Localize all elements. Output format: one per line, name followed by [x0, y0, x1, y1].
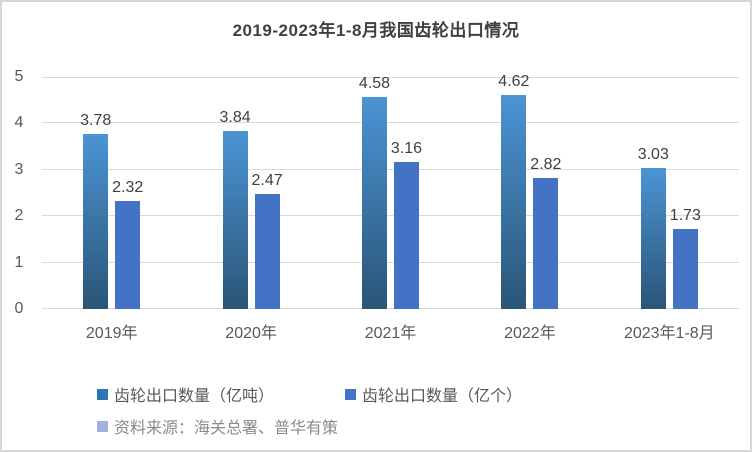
bar-group: 3.78 2.32 [42, 77, 181, 309]
x-axis: 2019年 2020年 2021年 2022年 2023年1-8月 [42, 324, 739, 344]
bar-group: 3.84 2.47 [181, 77, 320, 309]
bar-data-label: 4.58 [358, 74, 391, 92]
bar-data-label: 3.03 [637, 146, 669, 164]
y-tick-label: 2 [14, 207, 24, 225]
bar: 3.78 [80, 112, 111, 309]
source-note: 资料来源：海关总署、普华有策 [97, 414, 338, 438]
bar: 3.84 [220, 109, 251, 309]
plot-area: 3.78 2.32 3.84 2.47 4.58 3.16 4.62 2.82 3.03 1.73 [42, 73, 739, 309]
bar-group: 4.58 3.16 [321, 75, 460, 309]
gridline [42, 168, 739, 170]
chart-title: 2019-2023年1-8月我国齿轮出口情况 [232, 21, 520, 40]
gridline [42, 308, 739, 309]
x-category-label: 2022年 [504, 325, 556, 342]
gridline [42, 122, 739, 124]
x-category-label: 2023年1-8月 [623, 325, 715, 342]
bar-data-label: 4.62 [498, 72, 530, 90]
bar-data-label: 3.78 [80, 111, 112, 129]
y-tick-label: 5 [14, 68, 24, 85]
y-tick-label: 1 [14, 253, 24, 271]
legend-item: 齿轮出口数量（亿个） [345, 382, 522, 406]
x-category-label: 2021年 [364, 325, 417, 342]
y-tick-label: 3 [14, 160, 24, 178]
source-swatch-icon [97, 420, 108, 432]
gridline [42, 215, 739, 217]
legend-item: 齿轮出口数量（亿吨） [97, 382, 274, 406]
bar-data-label: 2.82 [530, 156, 562, 174]
bar-data-label: 2.47 [251, 172, 283, 190]
bar: 3.03 [638, 146, 669, 309]
x-category-label: 2019年 [85, 325, 138, 342]
gridline [42, 77, 739, 78]
legend-swatch-icon [97, 388, 108, 400]
bar: 2.47 [252, 172, 283, 309]
legend-label: 齿轮出口数量（亿吨） [114, 388, 275, 405]
bar-data-label: 1.73 [669, 206, 701, 224]
bar-data-label: 3.84 [219, 108, 251, 126]
y-axis: 0 1 2 3 4 5 [4, 68, 34, 317]
bar: 4.62 [498, 73, 529, 309]
bar-data-label: 3.16 [390, 140, 423, 158]
bar-group: 3.03 1.73 [600, 77, 739, 309]
bar-group: 4.62 2.82 [460, 73, 599, 309]
bar-data-label: 2.32 [112, 179, 144, 197]
bar: 3.16 [391, 140, 422, 309]
bar: 1.73 [670, 207, 701, 309]
bar: 2.82 [530, 156, 561, 309]
y-tick-label: 0 [14, 300, 24, 317]
x-category-label: 2020年 [225, 325, 277, 342]
y-tick-label: 4 [14, 114, 24, 132]
bar: 4.58 [359, 75, 390, 309]
legend: 齿轮出口数量（亿吨） 齿轮出口数量（亿个） [2, 382, 750, 405]
bar: 2.32 [112, 179, 143, 309]
legend-label: 齿轮出口数量（亿个） [362, 388, 523, 405]
gridline [42, 261, 739, 263]
legend-swatch-icon [345, 388, 356, 400]
source-note-label: 资料来源：海关总署、普华有策 [114, 420, 339, 437]
